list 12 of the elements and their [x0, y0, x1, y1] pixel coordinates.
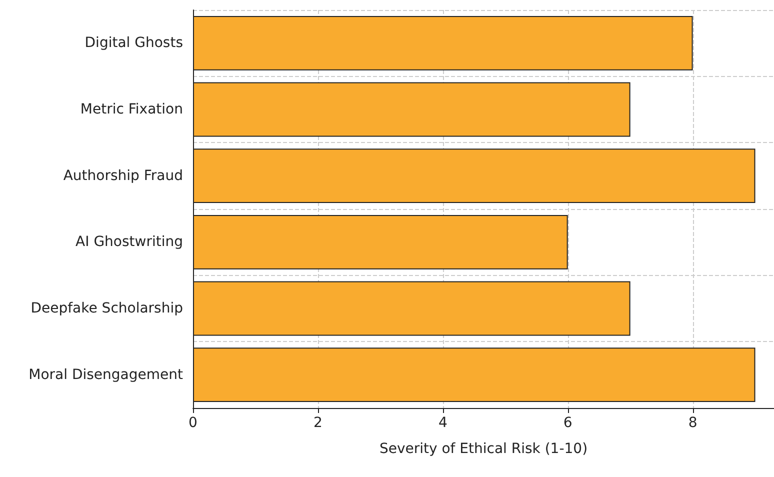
y-tick-label: Digital Ghosts	[84, 35, 183, 52]
x-tick-label: 2	[313, 415, 322, 431]
x-axis-title: Severity of Ethical Risk (1-10)	[379, 441, 588, 457]
x-tick-label: 8	[688, 415, 698, 431]
y-tick-label: Moral Disengagement	[28, 366, 184, 383]
y-tick-label: Metric Fixation	[80, 102, 183, 118]
y-tick-label: AI Ghostwriting	[76, 234, 183, 250]
y-tick-label: Deepfake Scholarship	[30, 300, 184, 316]
x-tick-label: 0	[188, 415, 198, 431]
y-tick-label: Authorship Fraud	[63, 168, 183, 184]
x-tick-label: 4	[438, 415, 448, 431]
x-tick-label: 6	[563, 415, 572, 431]
